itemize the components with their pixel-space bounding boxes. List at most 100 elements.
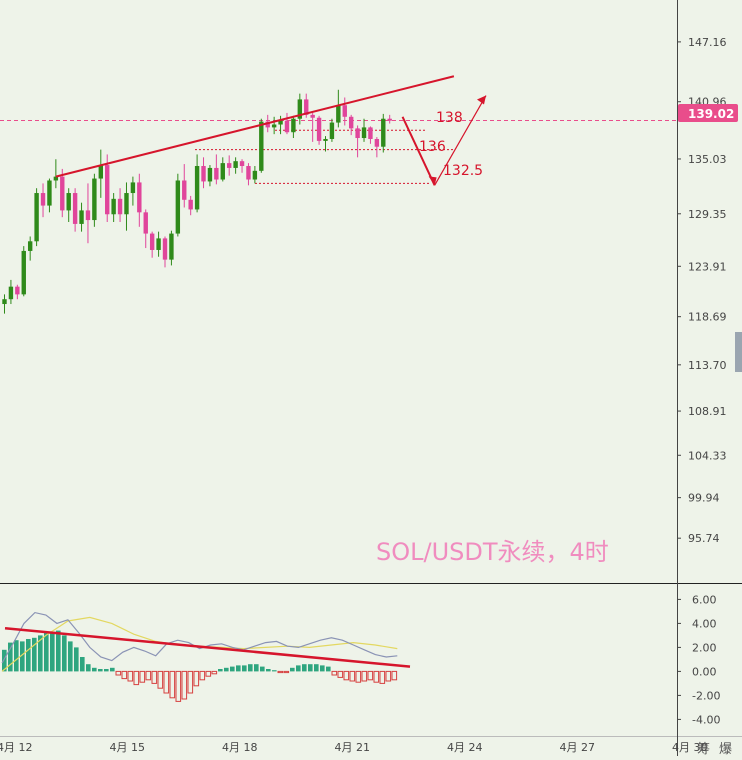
macd-hist-bar-positive [62, 635, 67, 672]
candle-body [329, 122, 335, 139]
candle-body [316, 117, 322, 141]
candle-body [252, 170, 258, 180]
macd-tick-label: -2.00 [692, 689, 720, 702]
candle-body [361, 127, 367, 139]
candle-body [355, 128, 360, 139]
candle-body [271, 124, 277, 128]
macd-hist-bar-negative [121, 670, 128, 680]
macd-hist-bar-positive [20, 641, 25, 672]
macd-panel [1, 611, 411, 702]
time-tick-label: 4月 18 [222, 741, 258, 754]
candle-body [92, 178, 97, 221]
projection-up-arrowhead [477, 95, 486, 105]
macd-tick-label: 2.00 [692, 641, 717, 654]
macd-hist-bar-positive [236, 665, 241, 672]
candle-body [117, 198, 123, 215]
macd-hist-bar-negative [355, 670, 362, 683]
macd-hist-bar-positive [326, 666, 331, 672]
resistance-trendline [55, 75, 455, 178]
macd-hist-bar-positive [308, 664, 313, 672]
macd-hist-bar-positive [224, 667, 229, 672]
macd-hist-bar-negative [187, 670, 194, 694]
candle-body [246, 166, 251, 180]
price-tick-label: 104.33 [688, 449, 727, 462]
current-price-label: 139.02 [688, 107, 734, 121]
macd-hist-bar-positive [296, 665, 301, 672]
macd-hist-bar-negative [169, 670, 176, 699]
macd-hist-bar-positive [104, 669, 109, 672]
candle-body [239, 161, 245, 167]
level-label-136: 136 [419, 139, 446, 155]
macd-hist-bar-positive [98, 669, 103, 672]
macd-hist-bar-negative [349, 670, 356, 682]
macd-hist-bar-positive [230, 666, 235, 672]
macd-hist-bar-positive [50, 631, 55, 672]
macd-hist-bar-negative [373, 670, 380, 683]
current-price-tag [678, 104, 738, 122]
macd-hist-bar-positive [320, 665, 325, 672]
macd-hist-bar-negative [361, 670, 368, 682]
macd-hist-bar-negative [151, 670, 158, 684]
candle-body [214, 167, 219, 180]
candle-body [156, 238, 161, 250]
candle-body [227, 163, 232, 168]
corner-chip-icon-label[interactable]: 筹 [697, 741, 710, 757]
macd-hist-bar-negative [283, 670, 290, 674]
macd-hist-bar-positive [2, 649, 7, 672]
candle-body [387, 118, 392, 121]
macd-hist-bar-negative [379, 670, 386, 684]
time-tick-label: 4月 21 [335, 741, 371, 754]
macd-hist-bar-negative [145, 670, 152, 681]
candle-body [72, 193, 78, 224]
macd-hist-bar-positive [302, 664, 307, 672]
candle-body [291, 118, 296, 133]
macd-hist-bar-positive [56, 630, 61, 672]
macd-hist-bar-negative [193, 670, 200, 687]
price-tick-label: 118.69 [688, 311, 727, 324]
candles [2, 89, 392, 314]
scale-handle [735, 332, 742, 372]
time-tick-label: 4月 12 [0, 741, 33, 754]
candle-body [374, 138, 380, 147]
candle-body [284, 120, 290, 133]
candle-body [278, 120, 283, 125]
candle-body [98, 165, 103, 179]
candle-body [66, 193, 71, 211]
macd-hist-bar-positive [254, 664, 259, 672]
candle-body [323, 138, 328, 141]
candle-body [175, 180, 181, 234]
macd-hist-bar-positive [44, 633, 49, 672]
macd-hist-bar-positive [272, 670, 277, 672]
macd-hist-bar-negative [115, 670, 122, 676]
corner-burst-icon-label[interactable]: 爆 [719, 742, 732, 757]
candle-body [124, 193, 129, 215]
macd-hist-bar-positive [290, 667, 295, 672]
macd-hist-bar-negative [127, 670, 134, 682]
macd-hist-bar-negative [337, 670, 344, 678]
candle-body [265, 121, 270, 128]
macd-hist-bar-negative [277, 670, 284, 674]
candle-body [60, 176, 65, 211]
macd-hist-bar-negative [139, 670, 146, 683]
macd-hist-bar-positive [38, 635, 43, 672]
macd-hist-bar-positive [74, 647, 79, 672]
candle-body [162, 238, 168, 260]
candle-body [53, 176, 59, 181]
time-tick-label: 4月 27 [560, 741, 596, 754]
macd-hist-bar-positive [314, 664, 319, 672]
candle-body [47, 180, 52, 206]
candle-body [27, 241, 33, 251]
candle-body [336, 105, 341, 123]
price-tick-label: 147.16 [688, 36, 727, 49]
candle-body [259, 121, 264, 171]
candle-body [201, 166, 206, 182]
level-label-138: 138 [436, 110, 463, 126]
macd-hist-bar-positive [260, 666, 265, 672]
price-tick-label: 123.91 [688, 260, 727, 273]
macd-tick-label: 4.00 [692, 617, 717, 630]
macd-hist-bar-negative [133, 670, 140, 686]
macd-hist-bar-negative [211, 670, 218, 675]
price-tick-label: 113.70 [688, 359, 727, 372]
